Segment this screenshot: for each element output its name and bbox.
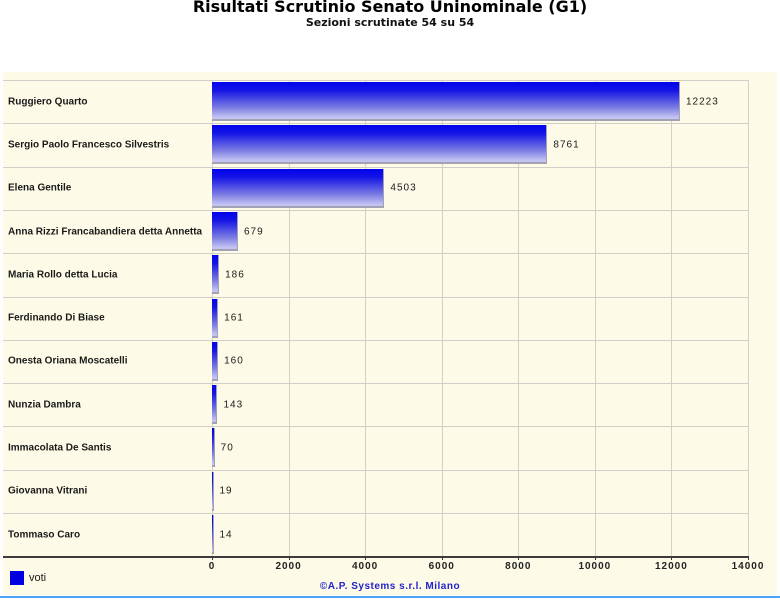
- vote-bar: [212, 125, 548, 165]
- chart-row: Sergio Paolo Francesco Silvestris 8761: [3, 123, 749, 166]
- axis-tick-label: 0: [208, 561, 216, 573]
- row-gridline: [3, 469, 749, 471]
- vertical-gridline: [518, 80, 520, 557]
- row-gridline: [3, 209, 749, 211]
- vote-bar: [212, 168, 385, 208]
- chart-row: Immacolata De Santis 70: [3, 426, 749, 469]
- chart-header: Risultati Scrutinio Senato Uninominale (…: [0, 0, 780, 29]
- axis-tick-mark: [518, 556, 520, 561]
- axis-tick-label: 10000: [578, 561, 612, 573]
- vertical-gridline: [288, 80, 290, 557]
- page-title: Risultati Scrutinio Senato Uninominale (…: [192, 0, 588, 16]
- vertical-gridline: [594, 80, 596, 557]
- chart-row: Elena Gentile 4503: [3, 167, 749, 210]
- chart-row: Ruggiero Quarto 12223: [3, 80, 749, 123]
- candidate-label: Ferdinando Di Biase: [8, 312, 105, 324]
- legend-swatch-voti: [10, 571, 24, 585]
- row-gridline: [3, 80, 749, 81]
- candidate-label: Giovanna Vitrani: [8, 485, 88, 497]
- value-label: 8761: [553, 139, 580, 151]
- x-axis-line: [3, 556, 749, 559]
- vertical-gridline: [365, 80, 367, 557]
- vote-bar: [212, 471, 214, 511]
- candidate-label: Elena Gentile: [8, 182, 72, 194]
- bottom-accent-line: [0, 596, 780, 598]
- axis-tick-mark: [441, 556, 443, 561]
- chart-row: Maria Rollo detta Lucia 186: [3, 253, 749, 296]
- axis-tick-mark: [365, 556, 367, 561]
- candidate-label: Anna Rizzi Francabandiera detta Annetta: [8, 226, 203, 238]
- axis-tick-label: 4000: [352, 561, 379, 573]
- axis-tick-label: 8000: [505, 561, 532, 573]
- value-label: 12223: [685, 96, 719, 108]
- candidate-label: Nunzia Dambra: [8, 399, 81, 411]
- chart-row: Ferdinando Di Biase 161: [3, 297, 749, 340]
- row-gridline: [3, 296, 749, 298]
- candidate-label: Onesta Oriana Moscatelli: [8, 355, 128, 367]
- axis-tick-label: 12000: [655, 561, 688, 573]
- candidate-label: Sergio Paolo Francesco Silvestris: [8, 139, 170, 151]
- vertical-gridline: [441, 80, 443, 557]
- vertical-gridline: [747, 80, 749, 557]
- chart-row: Tommaso Caro 14: [3, 513, 749, 556]
- chart-row: Nunzia Dambra 143: [3, 383, 749, 426]
- value-label: 679: [243, 226, 264, 238]
- value-label: 161: [224, 312, 244, 324]
- row-gridline: [3, 123, 749, 125]
- value-label: 19: [219, 485, 233, 497]
- vote-bar: [212, 385, 218, 425]
- chart-row: Onesta Oriana Moscatelli 160: [3, 340, 749, 383]
- chart-row: Giovanna Vitrani 19: [3, 470, 749, 513]
- candidate-label: Maria Rollo detta Lucia: [8, 269, 118, 281]
- vote-bar: [212, 298, 219, 338]
- row-gridline: [3, 383, 749, 385]
- candidate-label: Ruggiero Quarto: [8, 96, 88, 108]
- candidate-label: Tommaso Caro: [8, 529, 81, 541]
- value-label: 143: [223, 399, 244, 411]
- row-gridline: [3, 339, 749, 341]
- value-label: 4503: [390, 182, 417, 194]
- value-label: 70: [220, 442, 234, 454]
- row-gridline: [3, 166, 749, 168]
- axis-tick-mark: [594, 556, 596, 561]
- value-label: 14: [219, 529, 233, 541]
- row-gridline: [3, 253, 749, 255]
- candidate-label: Immacolata De Santis: [8, 442, 112, 454]
- vote-bar: [212, 211, 238, 251]
- axis-tick-mark: [671, 556, 673, 561]
- footer-credit: ©A.P. Systems s.r.l. Milano: [319, 581, 461, 592]
- chart-row: Anna Rizzi Francabandiera detta Annetta 6…: [3, 210, 749, 253]
- axis-tick-label: 14000: [731, 561, 765, 573]
- page-subtitle: Sezioni scrutinate 54 su 54: [305, 16, 475, 29]
- axis-tick-label: 6000: [428, 561, 455, 573]
- bar-chart-plot-area: voti ©A.P. Systems s.r.l. Milano 0 2000 40…: [3, 72, 777, 595]
- vote-bar: [212, 428, 215, 468]
- value-label: 186: [225, 269, 245, 281]
- value-label: 160: [224, 355, 244, 367]
- vote-bar: [212, 515, 214, 554]
- vote-bar: [212, 82, 680, 121]
- row-gridline: [3, 426, 749, 428]
- axis-tick-mark: [288, 556, 290, 561]
- axis-tick-mark: [747, 556, 749, 561]
- vote-bar: [212, 255, 220, 295]
- axis-tick-mark: [212, 556, 213, 561]
- legend-label: voti: [29, 572, 47, 584]
- vertical-gridline: [671, 80, 673, 557]
- axis-tick-label: 2000: [275, 561, 302, 573]
- vote-bar: [212, 341, 219, 381]
- row-gridline: [3, 513, 749, 514]
